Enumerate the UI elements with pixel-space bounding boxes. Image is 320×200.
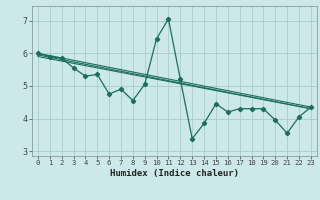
X-axis label: Humidex (Indice chaleur): Humidex (Indice chaleur) [110, 169, 239, 178]
